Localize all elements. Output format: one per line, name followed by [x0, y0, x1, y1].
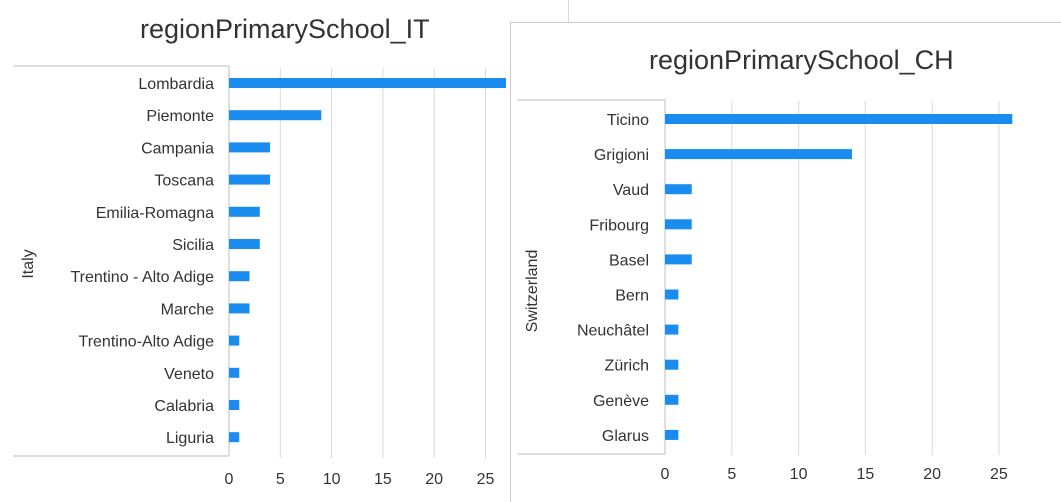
category-label: Trentino-Alto Adige: [79, 334, 215, 351]
bar: [229, 110, 322, 121]
bar: [665, 254, 692, 265]
bar: [665, 359, 679, 370]
bar-chart-italy: 0 5 10 15 20 25 Lombardia Piemonte Campania Tosca…: [13, 65, 506, 488]
category-label: Lombardia: [138, 76, 214, 93]
category-label: Fribourg: [589, 217, 649, 234]
category-label: Glarus: [602, 428, 649, 445]
x-tick-label: 5: [276, 471, 285, 488]
bar: [665, 184, 692, 195]
bar-chart-switzerland: 0 5 10 15 20 25 Ticino Grigioni Vaud Fribourg Base…: [517, 99, 1013, 483]
x-tick-label: 25: [477, 471, 495, 488]
category-label: Veneto: [164, 366, 214, 383]
bar: [229, 78, 506, 88]
category-label: Marche: [161, 301, 214, 318]
category-label: Basel: [609, 252, 649, 269]
category-label: Toscana: [154, 173, 214, 190]
category-label: Trentino - Alto Adige: [71, 269, 215, 286]
x-tick-label: 20: [425, 471, 443, 488]
chart-panel-switzerland: regionPrimarySchool_CH 0 5 10 15 20 25 Ticino G…: [510, 22, 1061, 502]
x-tick-label: 10: [790, 466, 808, 483]
category-label: Neuchâtel: [577, 323, 649, 340]
x-tick-label: 5: [727, 466, 736, 483]
chart-title: regionPrimarySchool_CH: [649, 45, 954, 75]
bar: [665, 219, 692, 230]
bar: [665, 394, 679, 405]
category-label: Vaud: [613, 182, 649, 199]
bar: [229, 432, 240, 443]
chart-title: regionPrimarySchool_IT: [140, 14, 430, 44]
category-label: Campania: [141, 140, 214, 157]
bar: [665, 114, 1013, 124]
y-axis-title: Switzerland: [524, 250, 541, 333]
y-axis-title: Italy: [20, 249, 37, 278]
category-label: Bern: [615, 288, 649, 305]
bar: [229, 239, 260, 249]
x-tick-label: 20: [923, 466, 941, 483]
category-label: Genève: [593, 393, 649, 410]
bar: [229, 142, 271, 153]
bar: [229, 271, 250, 282]
x-tick-label: 0: [225, 471, 234, 488]
bar: [229, 400, 240, 410]
bar: [229, 174, 271, 185]
category-label: Piemonte: [146, 108, 214, 125]
bar: [665, 324, 679, 335]
bar: [229, 206, 260, 217]
plot-frame: [13, 65, 230, 457]
category-label: Emilia-Romagna: [96, 205, 214, 222]
bar: [665, 429, 679, 440]
x-tick-label: 15: [374, 471, 392, 488]
bar: [229, 367, 240, 378]
x-tick-label: 10: [323, 471, 341, 488]
x-tick-label: 25: [990, 466, 1008, 483]
x-tick-label: 0: [661, 466, 670, 483]
bar: [229, 335, 240, 346]
category-label: Grigioni: [594, 147, 649, 164]
category-label: Liguria: [166, 430, 214, 447]
bar: [665, 289, 679, 300]
chart-panel-italy: regionPrimarySchool_IT 0 5 10 15 20 25 Lombard…: [13, 0, 569, 501]
category-label: Zürich: [605, 358, 649, 375]
bar: [229, 303, 250, 314]
category-label: Ticino: [607, 112, 649, 129]
category-label: Calabria: [154, 398, 214, 415]
plot-frame: [517, 99, 666, 455]
category-label: Sicilia: [172, 237, 214, 254]
x-tick-label: 15: [856, 466, 874, 483]
bar: [665, 149, 852, 160]
